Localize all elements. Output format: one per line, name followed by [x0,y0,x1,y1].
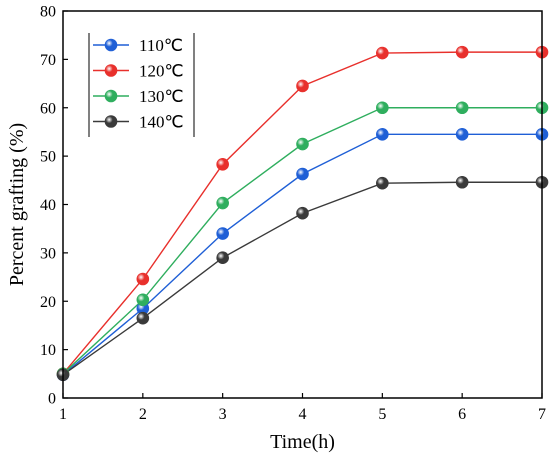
x-tick-label: 6 [458,406,466,423]
legend-marker [104,115,118,128]
y-tick-label: 70 [40,52,56,69]
data-point [455,128,469,141]
x-tick-label: 4 [299,406,307,423]
data-point [216,251,229,265]
y-tick-label: 50 [40,149,56,166]
legend-label: 110℃ [139,36,183,55]
y-tick-label: 30 [40,245,56,262]
y-tick-label: 40 [40,197,56,214]
y-tick-label: 10 [40,342,56,359]
data-point [296,79,309,93]
x-tick-label: 5 [378,406,386,423]
y-tick-label: 60 [40,100,56,117]
legend: 110℃ 120℃ 130℃ 140℃ [88,33,195,137]
data-point [136,272,150,286]
data-point [376,176,389,190]
x-axis: 1 2 3 4 5 6 7 [59,393,546,423]
x-tick-label: 2 [139,406,147,423]
y-tick-label: 0 [48,391,56,408]
data-point [376,128,389,141]
x-tick-label: 3 [219,406,227,423]
x-tick-label: 1 [59,406,67,423]
data-point [296,167,309,181]
data-point [376,101,389,115]
data-point [376,46,389,60]
legend-marker [104,38,118,52]
y-axis-label: Percent grafting (%) [6,123,28,286]
legend-marker [104,64,118,77]
y-tick-label: 80 [40,4,56,21]
y-axis: 0 10 20 30 40 50 60 70 80 [40,4,68,408]
data-point [455,45,469,59]
y-tick-label: 20 [40,294,56,311]
data-point [296,137,309,151]
legend-label: 130℃ [139,87,184,106]
data-point [136,311,150,325]
data-point [455,101,469,115]
data-point [216,227,229,240]
series-markers [56,45,549,382]
plot-frame [62,10,543,399]
x-axis-label: Time(h) [270,431,335,453]
legend-label: 140℃ [139,113,184,132]
data-point [296,206,309,220]
data-point [216,158,229,171]
legend-label: 120℃ [139,62,184,81]
x-tick-label: 7 [538,406,546,423]
data-point [216,196,229,210]
legend-marker [104,89,118,103]
data-point [455,175,469,189]
data-point [136,293,150,307]
